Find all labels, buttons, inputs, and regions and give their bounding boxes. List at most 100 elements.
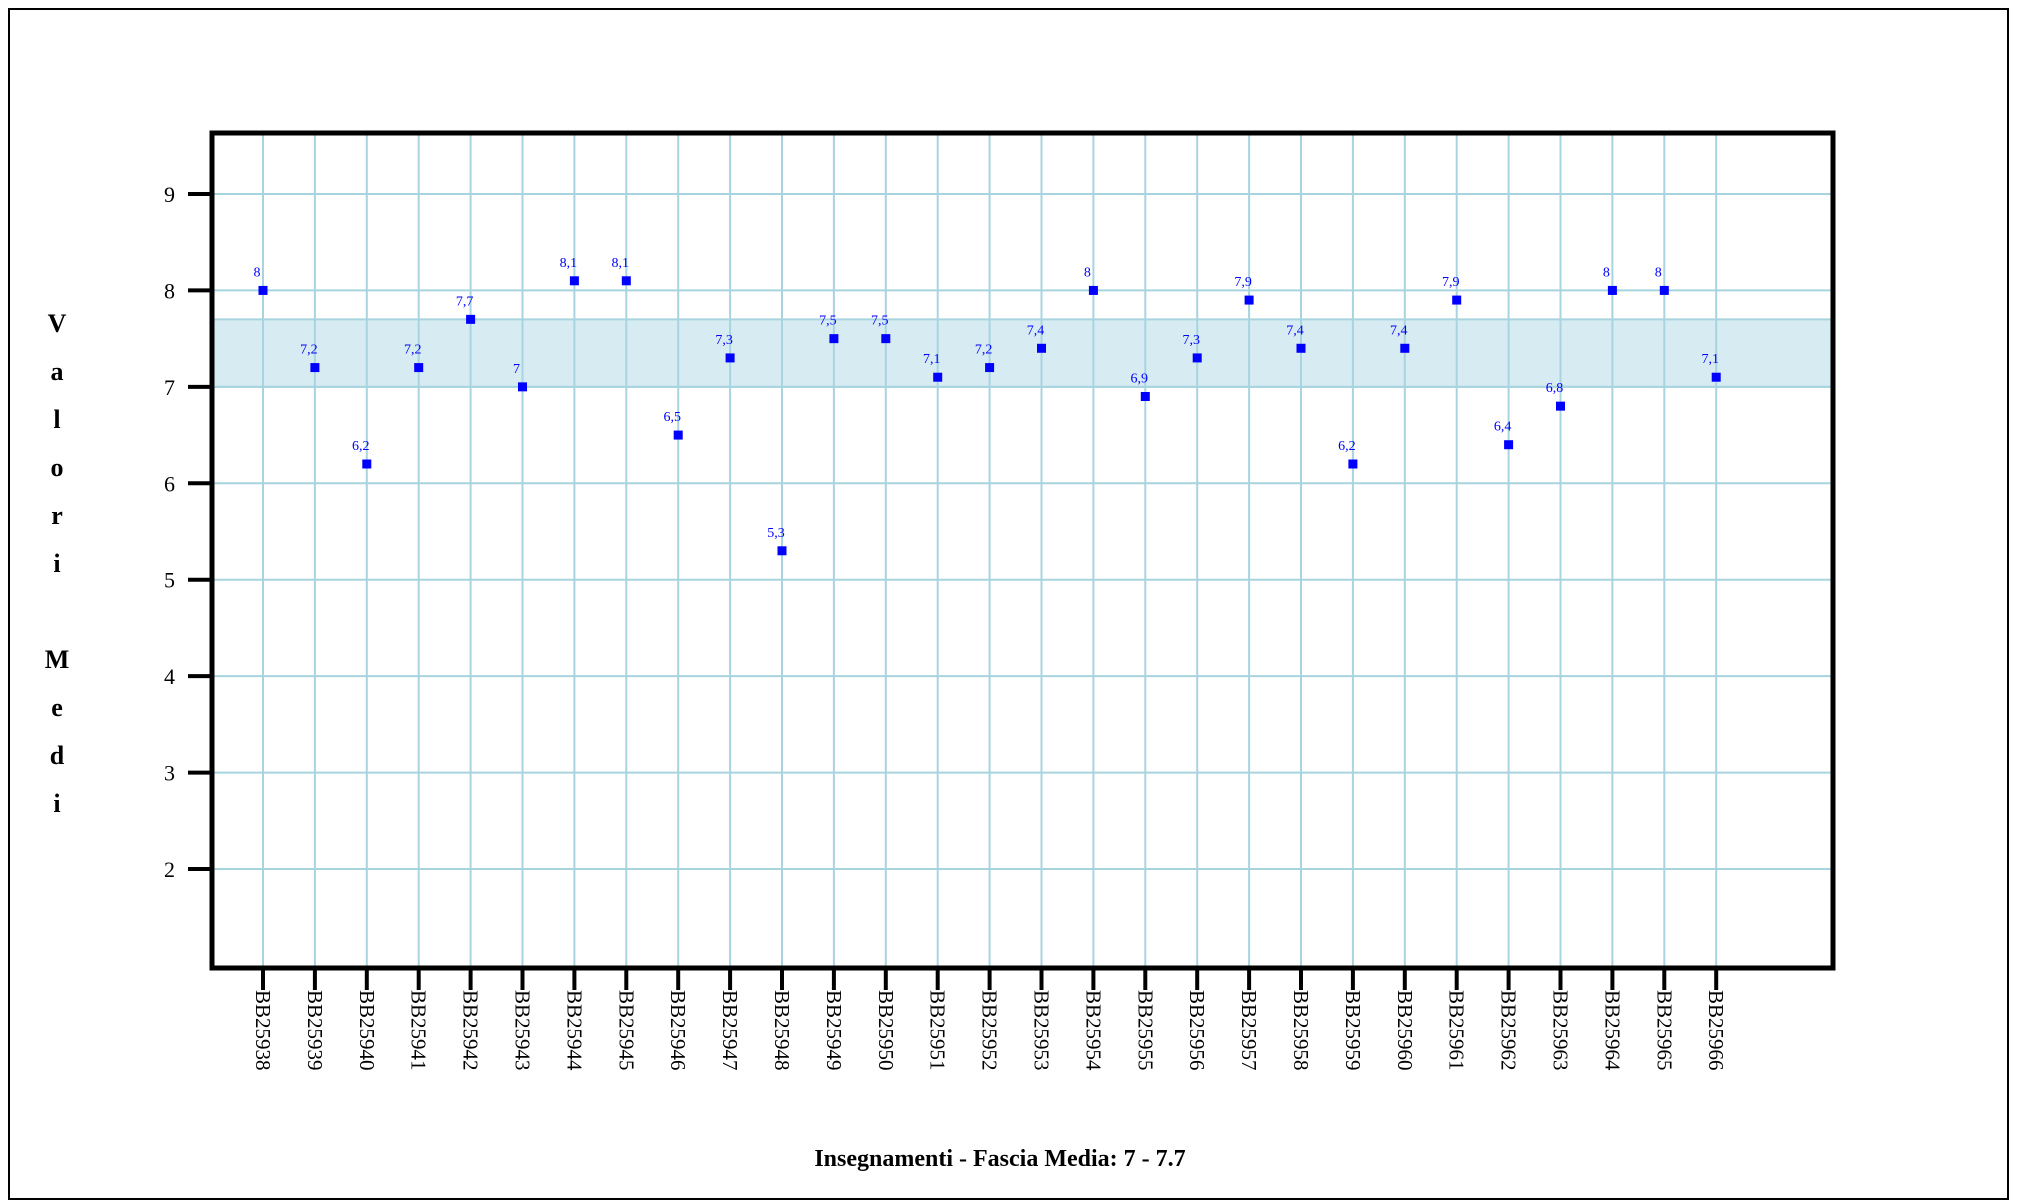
- data-label: 8,1: [560, 256, 578, 271]
- data-label: 6,2: [1338, 439, 1356, 454]
- data-point: [673, 430, 683, 440]
- x-tick-label: BB25940: [355, 990, 379, 1071]
- data-label: 6,8: [1546, 381, 1564, 396]
- data-label: 7,5: [819, 314, 837, 329]
- data-point: [414, 363, 424, 373]
- data-label: 7,9: [1234, 275, 1252, 290]
- y-tick-label: 6: [164, 471, 175, 496]
- data-point: [569, 276, 579, 286]
- tick-layer: 2 3 4 5 6 7 8 9 BB25938 BB25939 BB25940 BB25941 BB25…: [164, 182, 1728, 1071]
- x-tick-label: BB25964: [1600, 990, 1624, 1071]
- y-axis-title-char: d: [50, 741, 65, 770]
- x-tick-label: BB25942: [459, 990, 483, 1071]
- x-tick-label: BB25966: [1704, 990, 1728, 1071]
- x-tick-label: BB25944: [562, 990, 586, 1071]
- x-tick-label: BB25962: [1497, 990, 1521, 1071]
- point-layer: [258, 276, 1721, 556]
- average-band: [211, 318, 1834, 388]
- y-tick-label: 3: [164, 761, 175, 786]
- x-tick-label: BB25951: [926, 990, 950, 1071]
- data-label: 7,4: [1027, 323, 1045, 338]
- data-label: 7,2: [300, 343, 318, 358]
- plot-border: [209, 130, 1836, 971]
- data-point: [881, 334, 891, 344]
- data-point: [1088, 285, 1098, 295]
- x-tick-label: BB25948: [770, 990, 794, 1071]
- data-point: [985, 363, 995, 373]
- x-tick-label: BB25946: [666, 990, 690, 1071]
- x-tick-label: BB25958: [1289, 990, 1313, 1071]
- grid-layer: [212, 133, 1833, 968]
- data-point: [1037, 343, 1046, 353]
- y-axis-title-char: i: [53, 549, 60, 578]
- data-label: 7,2: [404, 343, 422, 358]
- data-label: 7,4: [1286, 323, 1304, 338]
- x-tick-label: BB25955: [1133, 990, 1157, 1071]
- data-label: 7,1: [1701, 352, 1719, 367]
- x-tick-label: BB25941: [407, 990, 431, 1071]
- data-point: [933, 372, 943, 382]
- x-tick-label: BB25939: [303, 990, 327, 1071]
- label-layer: 8 7,2 6,2 7,2 7,7 7 8,1 8,1 6,5 7,3 5,3 7,5 7,5 7,1 7,…: [254, 256, 1719, 541]
- average-band-layer: [211, 318, 1834, 388]
- data-label: 7,4: [1390, 323, 1408, 338]
- data-label: 8: [254, 265, 261, 280]
- data-label: 6,4: [1494, 420, 1512, 435]
- data-label: 8: [1655, 265, 1662, 280]
- x-tick-label: BB25953: [1030, 990, 1054, 1071]
- data-label: 5,3: [767, 526, 785, 541]
- x-axis-title: Insegnamenti - Fascia Media: 7 - 7.7: [814, 1146, 1185, 1172]
- data-point: [725, 353, 735, 363]
- data-point: [777, 546, 787, 556]
- data-point: [362, 459, 372, 469]
- data-label: 7,5: [871, 314, 889, 329]
- data-label: 7,3: [1182, 333, 1200, 348]
- axis-layer: [209, 130, 1836, 971]
- x-tick-label: BB25947: [718, 990, 742, 1071]
- data-label: 7,7: [456, 294, 474, 309]
- x-tick-label: BB25954: [1081, 990, 1105, 1071]
- data-point: [1452, 295, 1462, 305]
- y-axis-title-char: i: [53, 789, 60, 818]
- data-point: [1348, 459, 1358, 469]
- data-point: [621, 276, 631, 286]
- x-tick-label: BB25965: [1652, 990, 1676, 1071]
- y-tick-label: 9: [164, 182, 175, 207]
- data-label: 6,9: [1131, 372, 1149, 387]
- data-point: [1140, 392, 1150, 401]
- data-point: [1244, 295, 1254, 305]
- data-label: 8,1: [612, 256, 630, 271]
- x-tick-label: BB25938: [251, 990, 275, 1071]
- data-point: [1607, 285, 1617, 295]
- x-tick-label: BB25960: [1393, 990, 1417, 1071]
- data-point: [518, 382, 527, 392]
- y-tick-label: 7: [164, 375, 175, 400]
- data-label: 6,2: [352, 439, 370, 454]
- data-point: [1192, 353, 1202, 363]
- y-axis-title-char: r: [51, 501, 63, 530]
- x-tick-label: BB25956: [1185, 990, 1209, 1071]
- x-tick-label: BB25957: [1237, 990, 1261, 1071]
- data-label: 8: [1084, 265, 1091, 280]
- y-tick-label: 8: [164, 278, 175, 303]
- x-tick-label: BB25952: [978, 990, 1002, 1071]
- y-tick-label: 5: [164, 568, 175, 593]
- y-axis-title-char: l: [53, 405, 60, 434]
- data-label: 7: [513, 362, 520, 377]
- data-point: [1711, 372, 1721, 382]
- y-axis-title-char: M: [45, 645, 70, 674]
- data-point: [1659, 285, 1669, 295]
- data-point: [829, 334, 839, 344]
- y-tick-label: 4: [164, 664, 175, 689]
- y-axis-title-char: o: [51, 453, 64, 482]
- data-point: [1296, 343, 1306, 353]
- data-point: [258, 285, 268, 295]
- x-tick-label: BB25943: [511, 990, 535, 1071]
- data-label: 7,1: [923, 352, 941, 367]
- y-axis-title-char: e: [51, 693, 63, 722]
- data-point: [1504, 440, 1514, 450]
- x-tick-label: BB25949: [822, 990, 846, 1071]
- y-axis-title-char: V: [48, 309, 67, 338]
- x-tick-label: BB25950: [874, 990, 898, 1071]
